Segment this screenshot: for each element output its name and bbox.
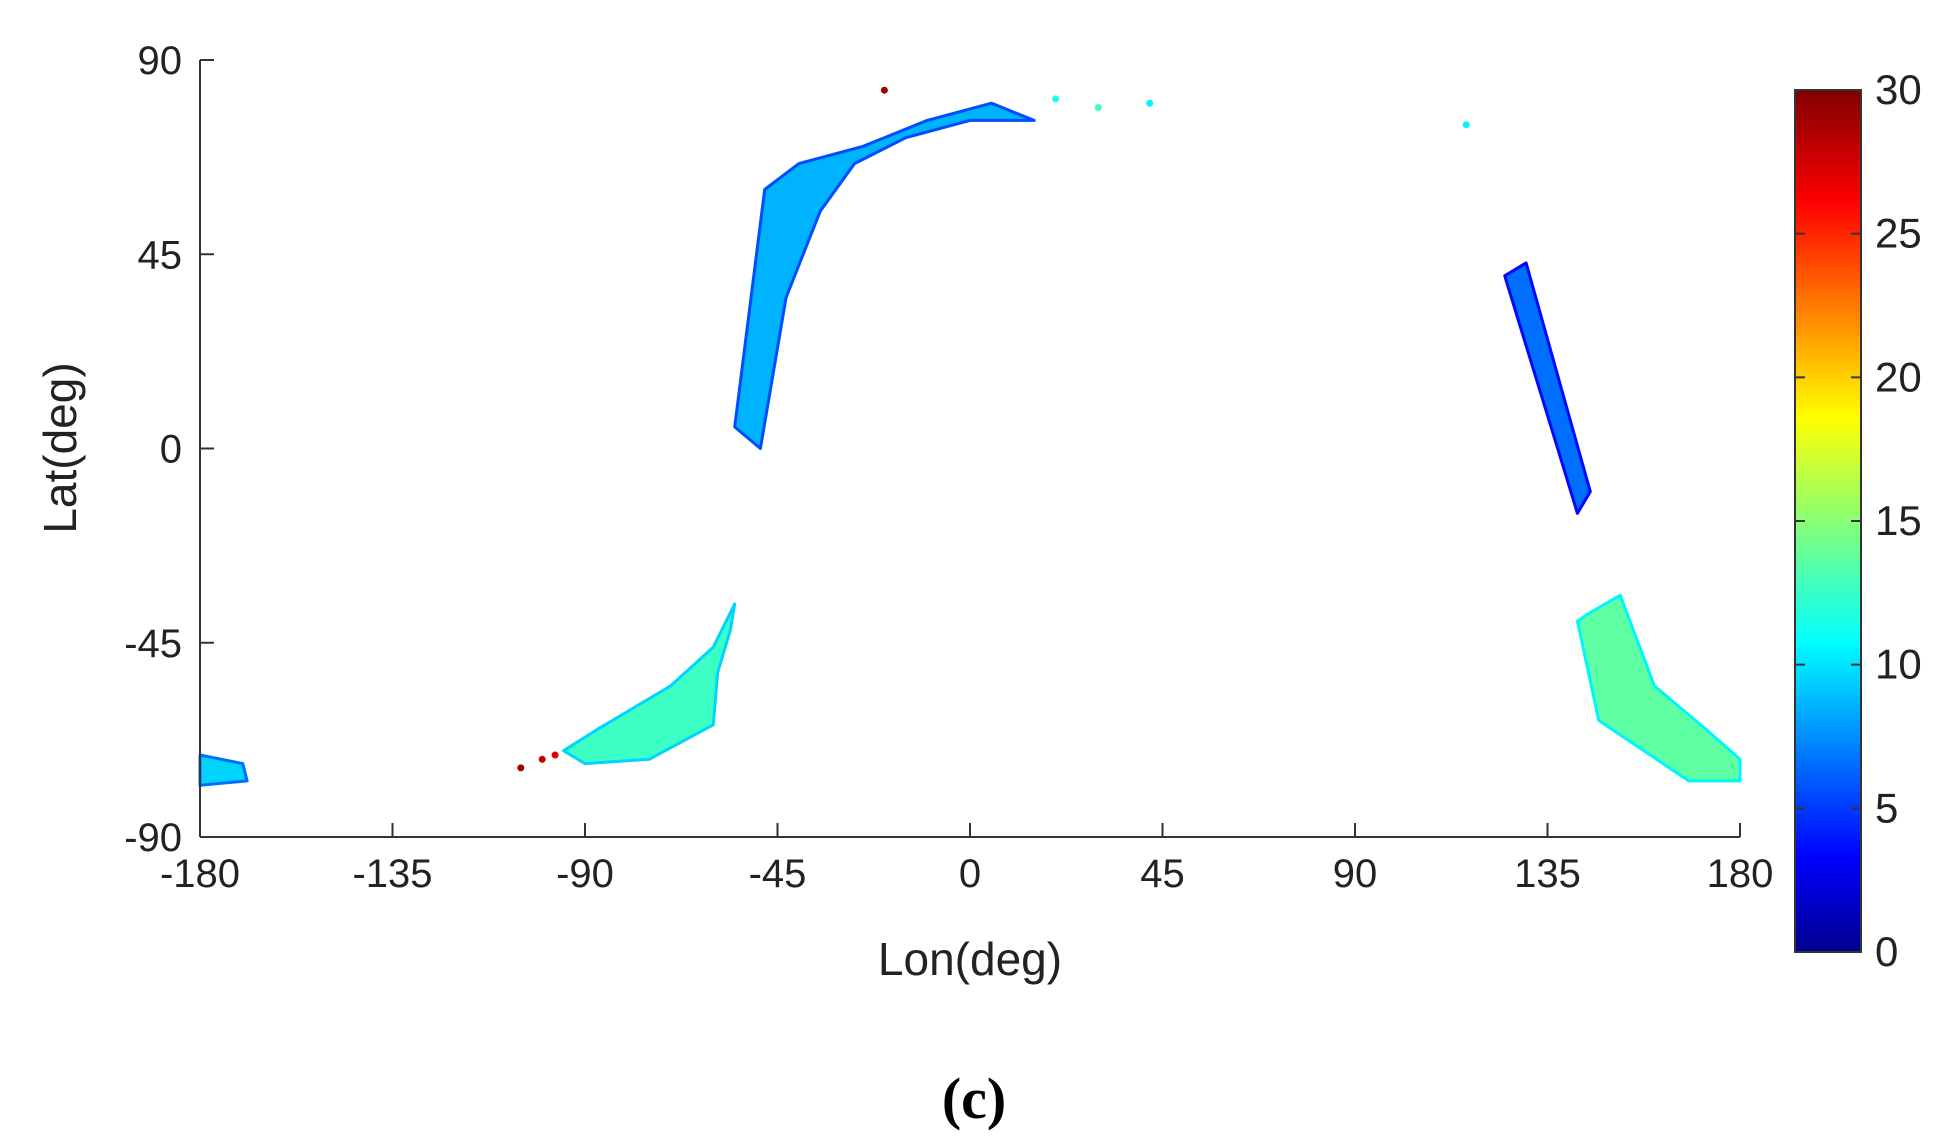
y-tick-label: 0 bbox=[160, 428, 182, 472]
colorbar-tick-label: 20 bbox=[1875, 353, 1922, 400]
colorbar-tick-label: 15 bbox=[1875, 497, 1922, 544]
swath-southern-ocean-swath bbox=[1575, 593, 1742, 783]
colorbar-tick-label: 25 bbox=[1875, 210, 1922, 257]
x-tick-label: 45 bbox=[1140, 852, 1185, 896]
swath-west-pacific-swath bbox=[1503, 261, 1592, 515]
x-tick-label: 90 bbox=[1333, 852, 1378, 896]
data-point bbox=[551, 751, 559, 759]
data-point bbox=[517, 764, 525, 772]
colorbar-ticks: 30 25 20 15 10 5 0 bbox=[1795, 66, 1922, 975]
y-tick-label: -45 bbox=[124, 622, 182, 666]
data-point bbox=[880, 86, 888, 94]
y-tick-label: 45 bbox=[138, 233, 183, 277]
data-point bbox=[1052, 95, 1060, 103]
x-tick-label: -45 bbox=[749, 852, 807, 896]
y-tick-label: 90 bbox=[138, 39, 183, 83]
y-axis-label: Lat(deg) bbox=[34, 362, 86, 533]
data-point bbox=[1462, 121, 1470, 129]
swath-layer bbox=[198, 101, 1742, 787]
x-tick-label: 0 bbox=[959, 852, 981, 896]
x-tick-label: 135 bbox=[1514, 852, 1581, 896]
panel-label: (c) bbox=[942, 1066, 1006, 1131]
colorbar-tick-label: 10 bbox=[1875, 641, 1922, 688]
swath-north-atlantic-swath bbox=[733, 101, 1036, 450]
x-tick-label: -180 bbox=[160, 852, 240, 896]
x-ticks: -180 -135 -90 -45 0 45 90 135 180 bbox=[160, 823, 1773, 896]
swath-south-atlantic-swath bbox=[562, 602, 737, 766]
x-tick-label: -90 bbox=[556, 852, 614, 896]
colorbar: 30 25 20 15 10 5 0 bbox=[1794, 66, 1922, 975]
y-tick-label: -90 bbox=[124, 816, 182, 860]
x-axis-label: Lon(deg) bbox=[878, 933, 1062, 985]
data-point bbox=[1146, 99, 1154, 107]
colorbar-tick-label: 0 bbox=[1875, 928, 1898, 975]
axes bbox=[199, 60, 1740, 838]
x-tick-label: 180 bbox=[1707, 852, 1774, 896]
colorbar-gradient bbox=[1794, 89, 1862, 953]
data-point bbox=[538, 755, 546, 763]
colorbar-tick-label: 5 bbox=[1875, 784, 1898, 831]
colorbar-tick-label: 30 bbox=[1875, 66, 1922, 113]
swath-south-pacific-edge-swath bbox=[198, 753, 249, 787]
y-ticks: 90 45 0 -45 -90 bbox=[124, 39, 214, 860]
plot-area bbox=[198, 86, 1742, 787]
x-tick-label: -135 bbox=[352, 852, 432, 896]
point-layer bbox=[517, 86, 1470, 772]
data-point bbox=[1094, 104, 1102, 111]
